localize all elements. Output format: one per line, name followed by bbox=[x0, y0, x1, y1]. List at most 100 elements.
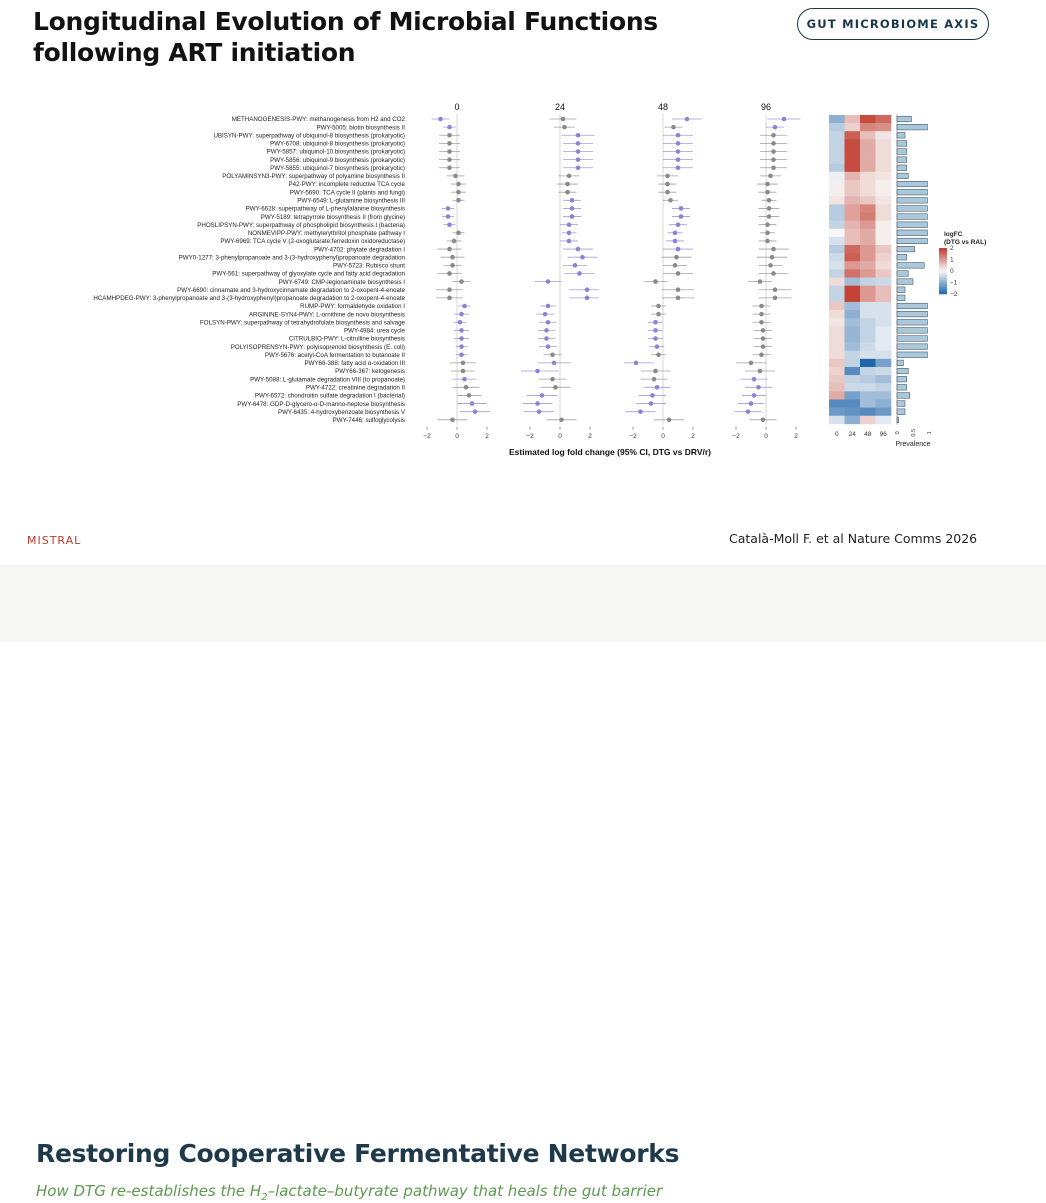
estimate-point bbox=[565, 181, 570, 187]
pathway-label: PWY-5189: tetrapyrrole biosynthesis II (… bbox=[261, 214, 405, 221]
legend-gradient-step bbox=[939, 268, 947, 272]
pathway-label: PHOSLIPSYN-PWY: superpathway of phosphol… bbox=[197, 222, 405, 229]
heatmap-cell bbox=[875, 139, 892, 148]
estimate-point bbox=[633, 360, 639, 366]
legend-tick: 1 bbox=[950, 257, 954, 264]
pathway-label: PWY-7446: sulfoglycolysis bbox=[333, 417, 405, 424]
legend-gradient-step bbox=[939, 284, 947, 288]
x-tick-label: 0 bbox=[764, 433, 768, 440]
heatmap-cell bbox=[844, 236, 861, 246]
estimate-point bbox=[447, 246, 452, 252]
heatmap-cell bbox=[860, 326, 876, 335]
heatmap-cell bbox=[860, 366, 876, 376]
heatmap-cell bbox=[844, 261, 861, 270]
estimate-point bbox=[760, 344, 766, 349]
legend-title-line1: logFC bbox=[944, 231, 963, 238]
heatmap-cell bbox=[875, 277, 892, 286]
estimate-point bbox=[745, 409, 751, 414]
pathway-label: PWY-561: superpathway of glyoxylate cycl… bbox=[212, 271, 405, 278]
estimate-point bbox=[566, 222, 572, 227]
next-caption-part2: –lactate–butyrate pathway that heals the… bbox=[267, 1182, 663, 1200]
estimate-point bbox=[759, 311, 764, 317]
estimate-point bbox=[772, 287, 778, 293]
estimate-point bbox=[550, 352, 555, 358]
heatmap-cell bbox=[860, 147, 876, 156]
heatmap-cell bbox=[829, 245, 845, 254]
estimate-point bbox=[453, 173, 458, 179]
pathway-label: ARGININE-SYN4-PWY: L-ornithine de novo b… bbox=[249, 311, 405, 318]
legend-gradient-step bbox=[939, 282, 947, 286]
legend-gradient-step bbox=[939, 261, 947, 265]
estimate-point bbox=[569, 214, 575, 219]
estimate-point bbox=[653, 328, 658, 333]
estimate-point bbox=[566, 173, 572, 179]
heatmap-cell bbox=[844, 326, 861, 335]
heatmap-cell bbox=[860, 245, 876, 254]
estimate-point bbox=[575, 141, 581, 146]
estimate-point bbox=[675, 141, 681, 146]
legend-tick: −2 bbox=[950, 291, 958, 298]
heatmap-cell bbox=[829, 293, 845, 303]
prevalence-bar bbox=[896, 319, 928, 326]
estimate-point bbox=[544, 328, 549, 333]
prevalence-bar bbox=[896, 408, 906, 415]
pathway-label: NONMEVIPP-PWY: methylerythritol phosphat… bbox=[248, 230, 405, 237]
heatmap-cell bbox=[875, 342, 892, 352]
estimate-point bbox=[463, 384, 469, 390]
heatmap-cell bbox=[829, 358, 845, 368]
heatmap-cell bbox=[875, 196, 892, 205]
heatmap-cell bbox=[844, 366, 861, 376]
prevalence-label: Prevalence bbox=[895, 441, 930, 448]
estimate-point bbox=[751, 393, 757, 398]
heatmap-cell bbox=[829, 391, 845, 400]
estimate-point bbox=[638, 409, 643, 414]
slide-title-line2: following ART initiation bbox=[33, 38, 356, 67]
heatmap-cell bbox=[860, 415, 876, 425]
legend-tick: −1 bbox=[950, 280, 958, 287]
prevalence-bar bbox=[896, 229, 928, 236]
estimate-point bbox=[447, 295, 452, 301]
estimate-point bbox=[560, 116, 566, 122]
estimate-point bbox=[771, 246, 776, 252]
heatmap-cell bbox=[844, 318, 861, 327]
heatmap-cell bbox=[860, 407, 876, 417]
heatmap-cell bbox=[829, 399, 845, 408]
pathway-label: PWY-6708: ubiquinol-8 biosynthesis (prok… bbox=[270, 141, 405, 148]
estimate-point bbox=[462, 303, 467, 309]
legend-gradient-step bbox=[939, 266, 947, 269]
estimate-point bbox=[675, 246, 681, 252]
pathway-label: PWY-5723: Rubisco shunt bbox=[333, 263, 405, 270]
heatmap-cell bbox=[844, 179, 861, 189]
prevalence-bar bbox=[896, 124, 928, 131]
heatmap-cell bbox=[844, 253, 861, 262]
citation-text: Català-Moll F. et al Nature Comms 2026 bbox=[729, 531, 978, 546]
prevalence-bar bbox=[896, 400, 906, 407]
heatmap-cell bbox=[875, 171, 892, 181]
estimate-point bbox=[457, 319, 463, 325]
heatmap-cell bbox=[875, 318, 892, 327]
x-tick-label: −2 bbox=[526, 433, 534, 440]
estimate-point bbox=[766, 198, 772, 203]
x-tick-label: 0 bbox=[661, 433, 665, 440]
heatmap-cell bbox=[844, 269, 861, 278]
x-axis-label: Estimated log fold change (95% CI, DTG v… bbox=[509, 447, 711, 457]
pathway-label: PWY-6749: CMP-legionaminate biosynthesis… bbox=[279, 279, 406, 286]
heatmap-cell bbox=[860, 123, 876, 132]
estimate-point bbox=[781, 116, 787, 122]
heatmap-cell bbox=[860, 114, 876, 124]
pathway-label: PWY-5857: ubiquinol-10 biosynthesis (pro… bbox=[267, 149, 405, 156]
estimate-point bbox=[674, 254, 679, 260]
estimate-point bbox=[456, 198, 461, 203]
heatmap-cell bbox=[844, 171, 861, 181]
legend-gradient-step bbox=[939, 254, 947, 258]
estimate-point bbox=[654, 344, 660, 349]
estimate-point bbox=[765, 222, 770, 227]
heatmap-cell bbox=[844, 204, 861, 213]
estimate-point bbox=[672, 263, 678, 268]
estimate-point bbox=[584, 287, 590, 293]
estimate-point bbox=[535, 401, 540, 406]
heatmap-cell bbox=[875, 212, 892, 221]
heatmap-cell bbox=[875, 131, 892, 140]
heatmap-cell bbox=[829, 188, 845, 197]
estimate-point bbox=[757, 279, 763, 284]
